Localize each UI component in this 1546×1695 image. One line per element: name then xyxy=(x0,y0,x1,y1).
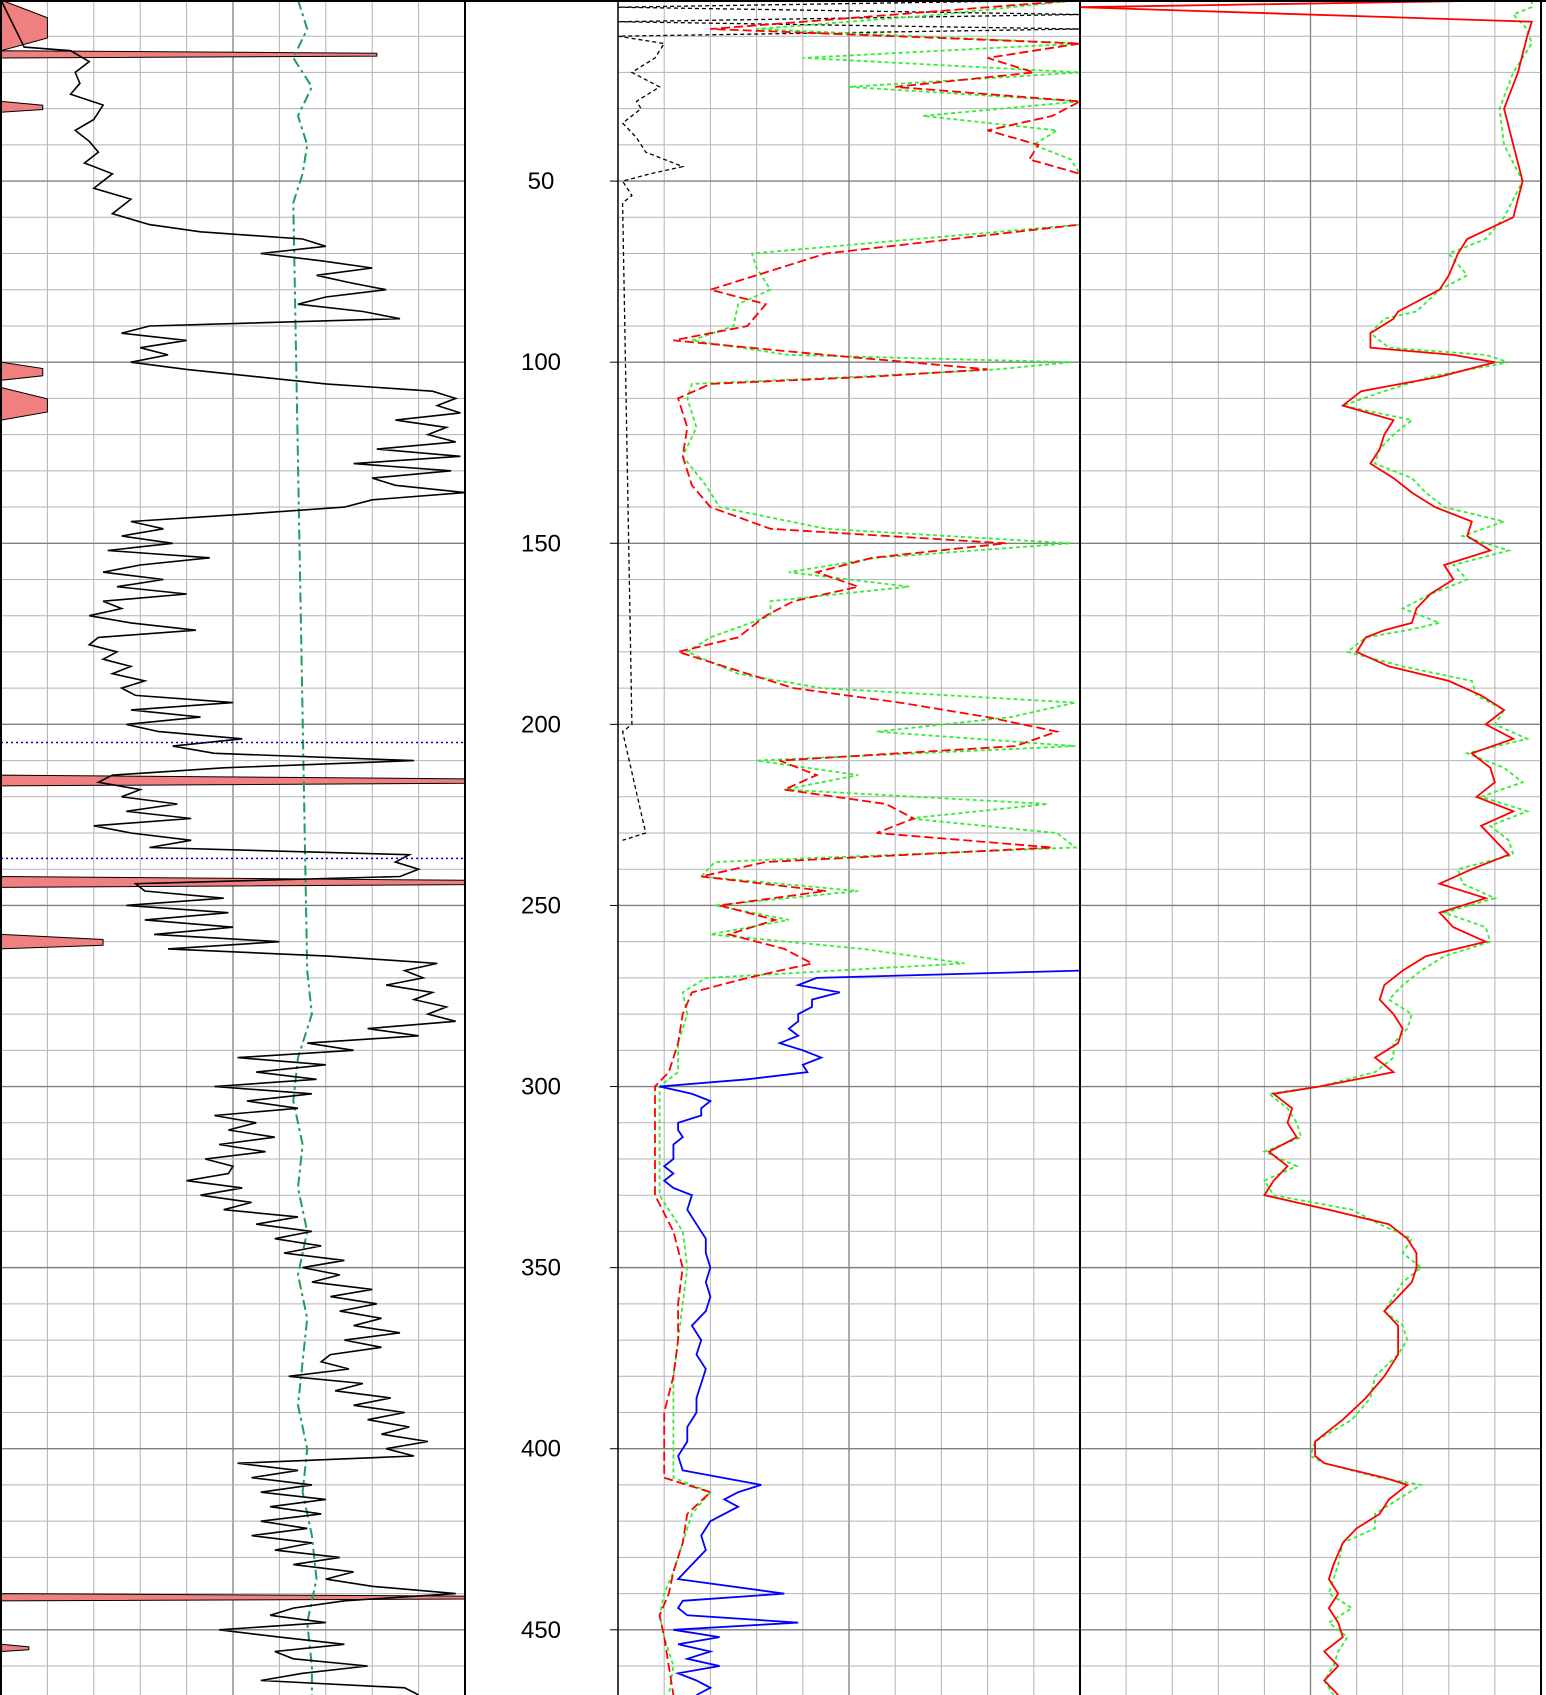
gamma-ray-curve xyxy=(0,0,466,1695)
depth-tick-label: 400 xyxy=(521,1436,561,1463)
blue-curve xyxy=(659,969,1081,1695)
depth-tick-label: 300 xyxy=(521,1074,561,1101)
depth-axis: 50 100 150 200 250 300 350 400 450 xyxy=(521,168,561,1644)
shallow-resistivity-curve xyxy=(658,0,1081,1695)
depth-tick-label: 350 xyxy=(521,1255,561,1282)
gamma-fill-layer xyxy=(0,0,466,1653)
depth-tick-label: 200 xyxy=(521,711,561,738)
depth-tick-label: 250 xyxy=(521,892,561,919)
deep-resistivity-curve xyxy=(654,0,1084,1695)
depth-tick-label: 100 xyxy=(521,349,561,376)
track3-deep-curve xyxy=(1079,0,1534,1695)
depth-tick-label: 150 xyxy=(521,530,561,557)
caliper-curve xyxy=(292,0,318,1695)
track3-shallow-curve xyxy=(1262,0,1533,1695)
depth-tick-label: 50 xyxy=(528,168,555,195)
depth-tick-label: 450 xyxy=(521,1617,561,1644)
